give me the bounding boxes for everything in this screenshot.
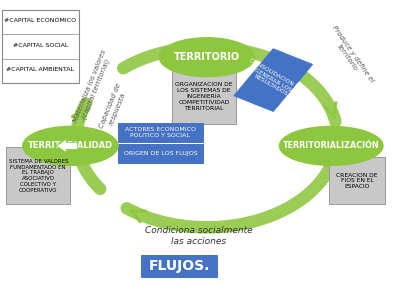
- Text: CREACION DE
FIOS EN EL
ESPACIO: CREACION DE FIOS EN EL ESPACIO: [335, 172, 377, 189]
- FancyBboxPatch shape: [118, 123, 202, 142]
- Text: ORGANIZACION DE
LOS SISTEMAS DE
INGENIERÍA
COMPETITIVIDAD
TERRITORIAL: ORGANIZACION DE LOS SISTEMAS DE INGENIER…: [175, 82, 232, 111]
- FancyBboxPatch shape: [118, 144, 202, 163]
- FancyBboxPatch shape: [2, 10, 78, 83]
- FancyBboxPatch shape: [171, 69, 235, 124]
- Text: Condiciona socialmente
las acciones: Condiciona socialmente las acciones: [145, 226, 252, 246]
- Text: Materializa los valores
(capital territorial): Materializa los valores (capital territo…: [72, 49, 114, 126]
- Ellipse shape: [23, 126, 118, 165]
- Text: ACTORES ECONOMICO
POLITICO Y SOCIAL: ACTORES ECONOMICO POLITICO Y SOCIAL: [125, 127, 195, 138]
- Polygon shape: [57, 139, 77, 152]
- FancyBboxPatch shape: [6, 147, 70, 204]
- Text: TERRITORIO: TERRITORIO: [173, 52, 240, 62]
- Text: FLUJOS.: FLUJOS.: [148, 259, 209, 273]
- Text: #CAPITAL AMBIENTAL: #CAPITAL AMBIENTAL: [6, 67, 74, 72]
- Text: #CAPITAL SOCIAL: #CAPITAL SOCIAL: [13, 43, 68, 48]
- Text: ORIGEN DE LOS FLUJOS: ORIGEN DE LOS FLUJOS: [123, 151, 197, 156]
- Text: CONSOLIDACION DE
GENERAR LOS
RESULTADOS: CONSOLIDACION DE GENERAR LOS RESULTADOS: [242, 58, 303, 102]
- Polygon shape: [233, 49, 312, 112]
- Text: Capacidad de
respuesta: Capacidad de respuesta: [99, 83, 128, 132]
- Ellipse shape: [279, 126, 382, 165]
- Text: #CAPITAL ECONÓMICO: #CAPITAL ECONÓMICO: [4, 18, 76, 23]
- Ellipse shape: [159, 38, 254, 77]
- Text: TERRITORIALIZACIÓN: TERRITORIALIZACIÓN: [282, 141, 379, 150]
- Text: TERRITORIALIDAD: TERRITORIALIDAD: [28, 141, 113, 150]
- Text: Produce y define el
territorio: Produce y define el territorio: [324, 24, 374, 87]
- FancyBboxPatch shape: [140, 255, 217, 277]
- FancyBboxPatch shape: [328, 157, 384, 204]
- Text: SISTEMA DE VALORES
FUNDAMENTADO EN
EL TRABAJO
ASOCIATIVO
COLECTIVO Y
COOPERATIVO: SISTEMA DE VALORES FUNDAMENTADO EN EL TR…: [9, 159, 68, 193]
